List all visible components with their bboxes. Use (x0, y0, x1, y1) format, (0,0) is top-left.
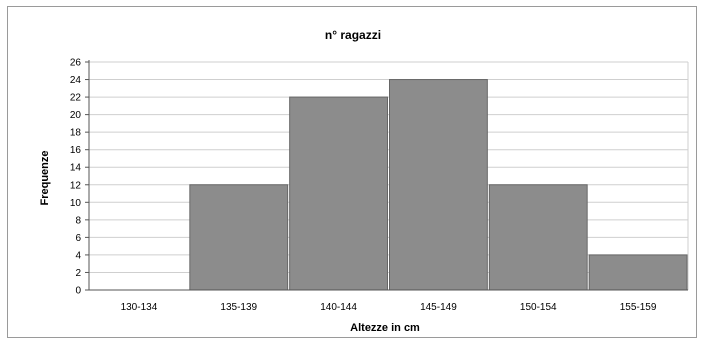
y-axis-title: Frequenze (39, 150, 51, 205)
histogram-bar (289, 96, 388, 291)
bars (189, 79, 688, 291)
x-tick-label: 155-159 (620, 302, 657, 313)
y-tick-label: 10 (70, 198, 82, 209)
axes (85, 60, 688, 291)
histogram-bar (588, 254, 688, 291)
y-tick-label: 22 (70, 93, 82, 104)
gridlines (89, 61, 689, 290)
y-tick-label: 8 (75, 215, 81, 226)
histogram-bar (389, 79, 488, 291)
y-tick-label: 6 (75, 233, 81, 244)
x-axis-title: Altezze in cm (350, 322, 420, 334)
y-tick-label: 2 (75, 268, 81, 279)
x-tick-label: 130-134 (121, 302, 158, 313)
histogram-bar (189, 184, 289, 291)
y-tick-label: 24 (70, 75, 82, 86)
x-tick-label: 135-139 (220, 302, 257, 313)
x-tick-label: 145-149 (420, 302, 457, 313)
y-tick-label: 16 (70, 145, 82, 156)
y-tick-label: 0 (75, 286, 81, 297)
y-tick-label: 20 (70, 110, 82, 121)
y-tick-label: 14 (70, 163, 82, 174)
y-tick-label: 4 (75, 250, 81, 261)
y-tick-label: 12 (70, 180, 82, 191)
x-tick-label: 150-154 (520, 302, 557, 313)
y-tick-label: 18 (70, 128, 82, 139)
chart-title: n° ragazzi (325, 28, 381, 42)
x-tick-label: 140-144 (320, 302, 357, 313)
y-tick-label: 26 (70, 58, 82, 69)
histogram-bar (488, 184, 588, 291)
